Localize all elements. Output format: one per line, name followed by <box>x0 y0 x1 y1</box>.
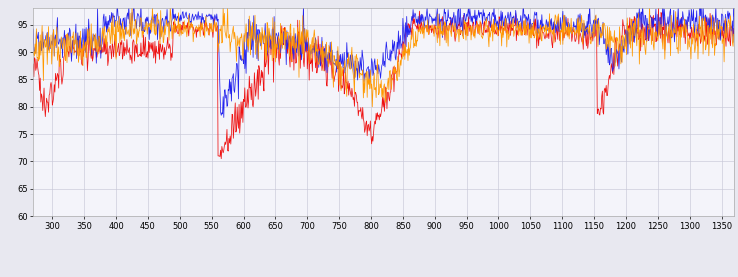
big_buck_bunny_1080-qsv-5000.mp4 <box>235 49 244 52</box>
big_buck_bunny_1080-nvenc-5000.mp4 <box>259 41 268 44</box>
big_buck_bunny_1080p-vce-5000-bp.mp4 <box>654 6 663 9</box>
big_buck_bunny_1080p-vce-5000-bp.mp4 <box>497 25 506 29</box>
big_buck_bunny_1080-nvenc-5000.mp4 <box>504 38 513 41</box>
big_buck_bunny_1080p-vce-5000-bp.mp4 <box>217 157 226 160</box>
big_buck_bunny_1080-nvenc-5000.mp4 <box>498 19 507 22</box>
big_buck_bunny_1080-qsv-5000.mp4 <box>259 42 268 45</box>
big_buck_bunny_1080-qsv-5000.mp4 <box>29 27 38 31</box>
big_buck_bunny_1080p-vce-5000-bp.mp4 <box>29 62 38 66</box>
big_buck_bunny_1080-nvenc-5000.mp4 <box>128 3 137 7</box>
big_buck_bunny_1080p-vce-5000-bp.mp4 <box>235 132 244 135</box>
big_buck_bunny_1080-nvenc-5000.mp4 <box>561 25 570 29</box>
Line: big_buck_bunny_1080-qsv-5000.mp4: big_buck_bunny_1080-qsv-5000.mp4 <box>33 0 734 117</box>
big_buck_bunny_1080p-vce-5000-bp.mp4 <box>311 49 320 52</box>
big_buck_bunny_1080-qsv-5000.mp4 <box>219 116 228 119</box>
Line: big_buck_bunny_1080p-vce-5000-bp.mp4: big_buck_bunny_1080p-vce-5000-bp.mp4 <box>33 7 734 159</box>
big_buck_bunny_1080p-vce-5000-bp.mp4 <box>503 21 512 25</box>
Line: big_buck_bunny_1080-nvenc-5000.mp4: big_buck_bunny_1080-nvenc-5000.mp4 <box>33 5 734 107</box>
big_buck_bunny_1080-nvenc-5000.mp4 <box>235 45 244 48</box>
big_buck_bunny_1080-qsv-5000.mp4 <box>311 54 320 57</box>
big_buck_bunny_1080p-vce-5000-bp.mp4 <box>259 82 268 85</box>
big_buck_bunny_1080-nvenc-5000.mp4 <box>368 105 376 109</box>
big_buck_bunny_1080-nvenc-5000.mp4 <box>29 53 38 57</box>
big_buck_bunny_1080-nvenc-5000.mp4 <box>311 38 320 42</box>
big_buck_bunny_1080p-vce-5000-bp.mp4 <box>730 38 738 41</box>
big_buck_bunny_1080-qsv-5000.mp4 <box>560 14 569 17</box>
big_buck_bunny_1080-qsv-5000.mp4 <box>497 24 506 27</box>
big_buck_bunny_1080-nvenc-5000.mp4 <box>730 32 738 36</box>
big_buck_bunny_1080p-vce-5000-bp.mp4 <box>560 31 569 34</box>
big_buck_bunny_1080-qsv-5000.mp4 <box>503 11 512 14</box>
big_buck_bunny_1080-qsv-5000.mp4 <box>695 0 704 1</box>
big_buck_bunny_1080-qsv-5000.mp4 <box>730 15 738 18</box>
